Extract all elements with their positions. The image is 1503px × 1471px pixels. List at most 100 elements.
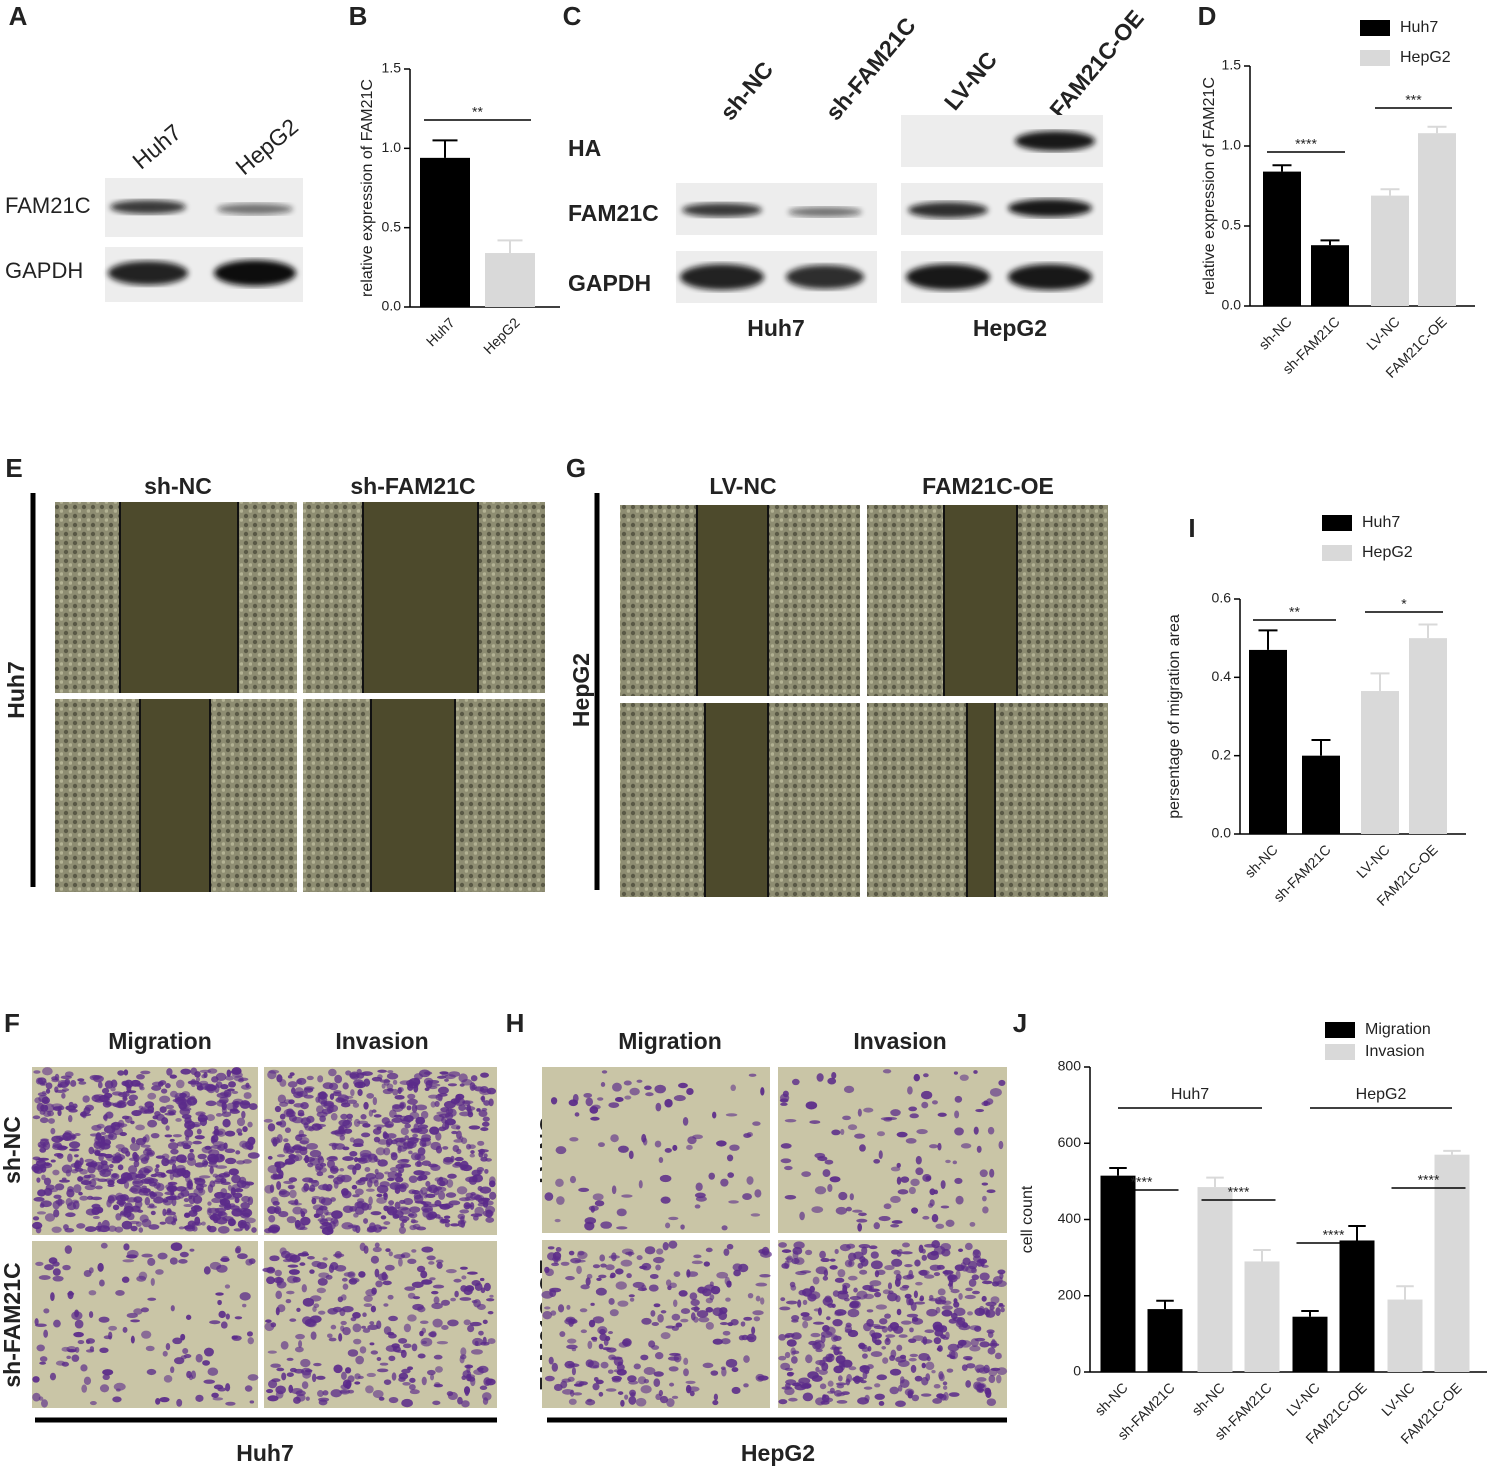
- stained-cell: [923, 1274, 935, 1279]
- stained-cell: [131, 1205, 141, 1212]
- stained-cell: [317, 1390, 324, 1398]
- stained-cell: [664, 1147, 672, 1153]
- stained-cell: [140, 1144, 151, 1148]
- stained-cell: [598, 1391, 604, 1397]
- stained-cell: [398, 1166, 405, 1174]
- stained-cell: [242, 1126, 248, 1133]
- stained-cell: [911, 1394, 920, 1402]
- stained-cell: [246, 1331, 253, 1337]
- stained-cell: [317, 1075, 324, 1083]
- stained-cell: [339, 1134, 345, 1141]
- stained-cell: [356, 1198, 365, 1203]
- panel-letter: E: [5, 453, 22, 483]
- stained-cell: [217, 1299, 222, 1306]
- stained-cell: [862, 1353, 868, 1359]
- stained-cell: [101, 1169, 106, 1175]
- stained-cell: [230, 1187, 236, 1196]
- stained-cell: [940, 1242, 952, 1251]
- stained-cell: [616, 1208, 627, 1217]
- stained-cell: [474, 1340, 479, 1346]
- stained-cell: [157, 1252, 168, 1260]
- stained-cell: [61, 1092, 66, 1099]
- stained-cell: [368, 1176, 379, 1184]
- stained-cell: [935, 1306, 941, 1314]
- stained-cell: [964, 1294, 976, 1300]
- stained-cell: [400, 1222, 405, 1228]
- stained-cell: [225, 1313, 230, 1320]
- stained-cell: [979, 1169, 988, 1178]
- stained-cell: [780, 1297, 786, 1302]
- stained-cell: [628, 1396, 637, 1405]
- stained-cell: [680, 1308, 691, 1315]
- row-label: sh-FAM21C: [0, 1262, 25, 1387]
- stained-cell: [222, 1118, 231, 1128]
- stained-cell: [953, 1071, 959, 1075]
- y-tick-label: 600: [1058, 1134, 1082, 1150]
- stained-cell: [359, 1177, 369, 1182]
- stained-cell: [374, 1168, 379, 1175]
- stained-cell: [74, 1319, 84, 1329]
- stained-cell: [814, 1186, 827, 1195]
- stained-cell: [315, 1375, 326, 1380]
- stained-cell: [133, 1308, 143, 1315]
- stained-cell: [435, 1366, 443, 1373]
- stained-cell: [73, 1331, 84, 1338]
- stained-cell: [117, 1070, 125, 1076]
- stained-cell: [876, 1131, 885, 1137]
- stained-cell: [755, 1282, 768, 1287]
- row-label: GAPDH: [5, 258, 83, 283]
- stained-cell: [376, 1193, 383, 1198]
- stained-cell: [150, 1173, 158, 1178]
- stained-cell: [464, 1364, 474, 1369]
- stained-cell: [37, 1092, 47, 1097]
- wound-gap: [697, 505, 768, 696]
- stained-cell: [251, 1227, 257, 1233]
- stained-cell: [584, 1221, 595, 1231]
- stained-cell: [778, 1355, 787, 1361]
- stained-cell: [450, 1155, 455, 1163]
- stained-cell: [172, 1098, 185, 1103]
- stained-cell: [40, 1104, 49, 1112]
- stained-cell: [409, 1384, 416, 1391]
- stained-cell: [470, 1075, 478, 1082]
- stained-cell: [55, 1360, 66, 1366]
- stained-cell: [809, 1120, 821, 1124]
- stained-cell: [786, 1255, 794, 1263]
- stained-cell: [421, 1279, 433, 1285]
- stained-cell: [655, 1102, 662, 1112]
- stained-cell: [399, 1137, 407, 1144]
- stained-cell: [215, 1072, 227, 1082]
- stained-cell: [844, 1328, 853, 1334]
- stained-cell: [163, 1375, 173, 1383]
- stained-cell: [50, 1159, 56, 1163]
- stained-cell: [289, 1318, 297, 1322]
- stained-cell: [814, 1340, 825, 1350]
- stained-cell: [925, 1373, 931, 1382]
- stained-cell: [898, 1385, 903, 1392]
- stained-cell: [810, 1332, 821, 1338]
- stained-cell: [194, 1135, 205, 1140]
- stained-cell: [990, 1296, 1000, 1304]
- stained-cell: [386, 1133, 397, 1139]
- stained-cell: [997, 1269, 1006, 1275]
- stained-cell: [401, 1368, 411, 1374]
- stained-cell: [225, 1157, 237, 1165]
- stained-cell: [91, 1075, 103, 1080]
- stained-cell: [363, 1101, 369, 1110]
- stained-cell: [441, 1122, 450, 1130]
- stained-cell: [655, 1264, 661, 1271]
- stained-cell: [165, 1083, 171, 1089]
- stained-cell: [274, 1269, 282, 1277]
- stained-cell: [403, 1141, 414, 1149]
- row-label: sh-NC: [0, 1116, 25, 1184]
- stained-cell: [52, 1142, 62, 1149]
- stained-cell: [66, 1355, 72, 1360]
- stained-cell: [314, 1163, 324, 1171]
- stained-cell: [418, 1069, 431, 1078]
- stained-cell: [267, 1123, 276, 1132]
- stained-cell: [79, 1176, 91, 1181]
- stained-cell: [437, 1086, 449, 1095]
- stained-cell: [588, 1319, 596, 1328]
- stained-cell: [566, 1304, 571, 1310]
- stained-cell: [363, 1295, 373, 1303]
